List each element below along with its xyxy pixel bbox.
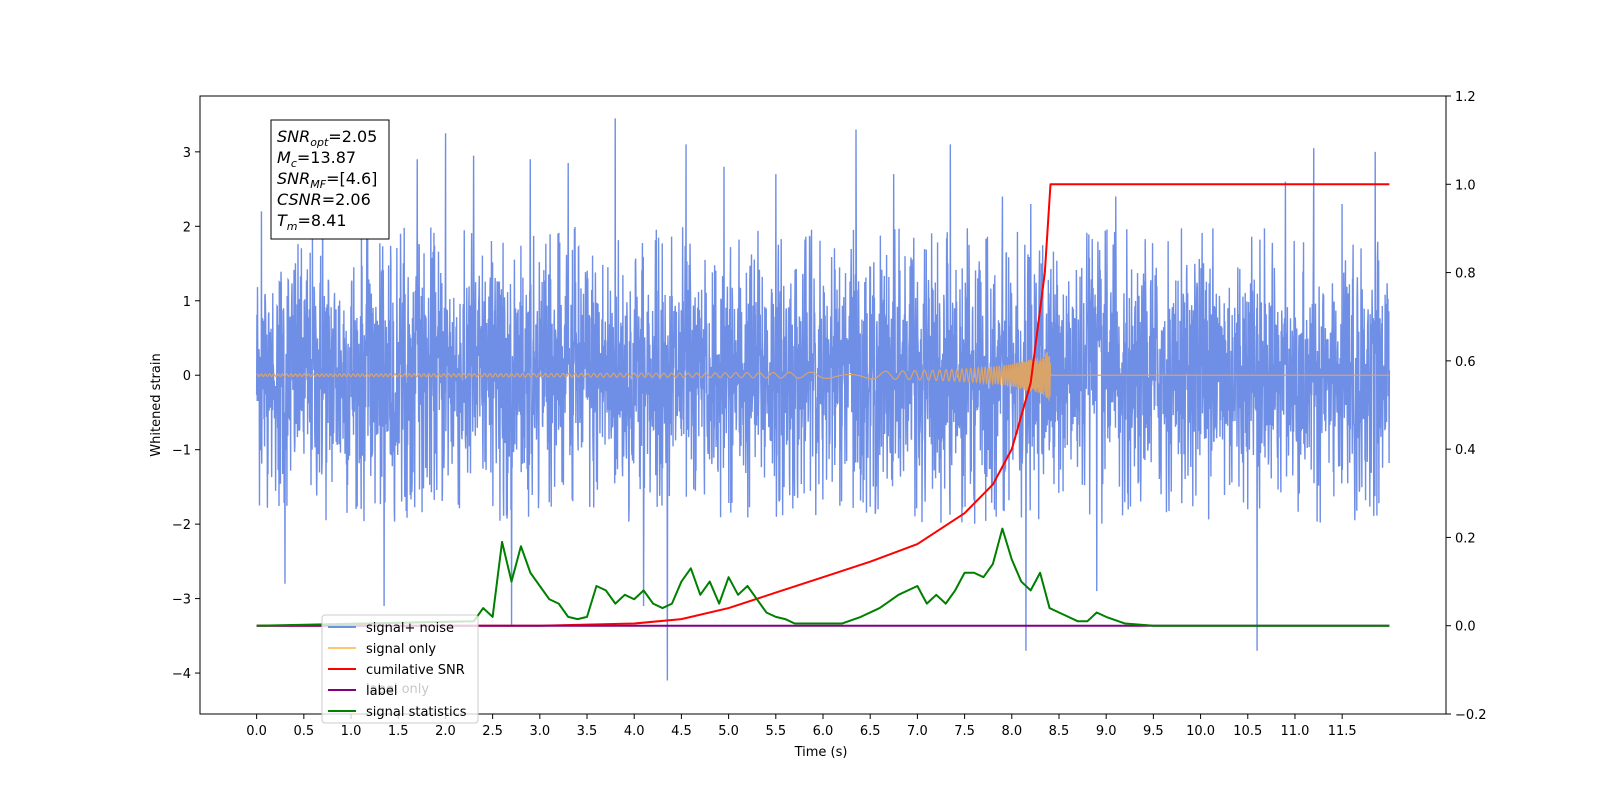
x-tick-label: 2.0: [435, 724, 456, 739]
series-signal-statistics: [256, 527, 1390, 627]
x-axis: 0.0 0.5 1.0 1.5 2.0 2.5 3.0 3.5 4.0 4.5 5.0 5.5 6.0 6…: [246, 714, 1357, 739]
y-tick-label: −1: [172, 444, 191, 459]
annotation-line: CSNR=2.06: [277, 190, 371, 209]
y2-tick-label: 0.2: [1455, 531, 1476, 546]
y2-tick-label: 1.2: [1455, 90, 1476, 105]
legend-entry-label: signal+ noise: [366, 621, 454, 636]
x-tick-label: 11.0: [1280, 724, 1309, 739]
x-tick-label: 11.5: [1328, 724, 1357, 739]
series-signal-noise: [255, 118, 1391, 681]
legend-frame: [321, 614, 479, 724]
y-tick-label: −4: [172, 667, 191, 682]
legend-entry-label: label: [366, 684, 397, 699]
y-tick-label: 2: [183, 220, 191, 235]
x-tick-label: 0.0: [246, 724, 267, 739]
x-tick-label: 10.0: [1186, 724, 1215, 739]
series-signal-only: [256, 352, 1390, 401]
annotation-line: Mc=13.87: [277, 148, 356, 170]
legend-entry-label: signal only: [366, 642, 436, 657]
x-tick-label: 4.5: [671, 724, 692, 739]
legend-entry-label: cumilative SNR: [366, 663, 465, 678]
y-tick-label: 3: [183, 146, 191, 161]
x-tick-label: 8.0: [1001, 724, 1022, 739]
x-tick-label: 1.0: [341, 724, 362, 739]
x-tick-label: 0.5: [293, 724, 314, 739]
x-tick-label: 4.0: [624, 724, 645, 739]
x-axis-label: Time (s): [794, 745, 848, 760]
y-axis-left: 3 2 1 0 −1 −2 −3 −4: [172, 146, 200, 682]
x-tick-label: 8.5: [1049, 724, 1070, 739]
x-tick-label: 2.5: [482, 724, 503, 739]
x-tick-label: 3.0: [529, 724, 550, 739]
x-tick-label: 6.5: [860, 724, 881, 739]
x-tick-label: 5.5: [765, 724, 786, 739]
y2-tick-label: 0.0: [1455, 620, 1476, 635]
x-tick-label: 7.0: [907, 724, 928, 739]
y2-tick-label: 0.6: [1455, 355, 1476, 370]
x-tick-label: 1.5: [388, 724, 409, 739]
y2-tick-label: 1.0: [1455, 178, 1476, 193]
legend-entry-label: signal statistics: [366, 705, 467, 720]
y-tick-label: 1: [183, 295, 191, 310]
annotation-line: Tm=8.41: [277, 211, 347, 233]
y-tick-label: 0: [183, 369, 191, 384]
series-cumulative-snr: [256, 183, 1390, 627]
annotation-line: SNRMF=[4.6]: [277, 169, 377, 191]
y-axis-label: Whitened strain: [149, 353, 164, 456]
x-tick-label: 10.5: [1233, 724, 1262, 739]
x-tick-label: 6.0: [813, 724, 834, 739]
legend-occluded-text: label only: [366, 682, 429, 697]
x-tick-label: 7.5: [954, 724, 975, 739]
y2-tick-label: 0.8: [1455, 267, 1476, 282]
x-tick-label: 9.5: [1143, 724, 1164, 739]
legend: label only signal+ noise signal only cumil…: [321, 614, 479, 724]
x-tick-label: 9.0: [1096, 724, 1117, 739]
y-axis-right: 1.2 1.0 0.8 0.6 0.4 0.2 0.0 −0.2: [1446, 90, 1487, 723]
x-tick-label: 5.0: [718, 724, 739, 739]
annotation-frame: [270, 119, 390, 240]
y-tick-label: −3: [172, 593, 191, 608]
y2-tick-label: −0.2: [1455, 708, 1487, 723]
annotation-line: SNRopt=2.05: [277, 127, 377, 149]
y-tick-label: −2: [172, 518, 191, 533]
x-tick-label: 3.5: [577, 724, 598, 739]
y2-tick-label: 0.4: [1455, 443, 1476, 458]
